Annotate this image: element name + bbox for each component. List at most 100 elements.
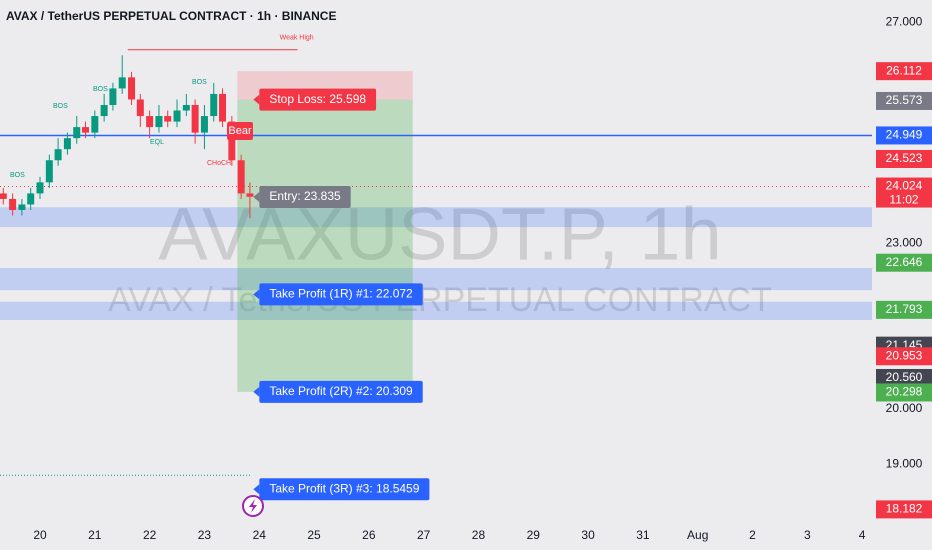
price-tag <box>876 300 932 319</box>
price-tag <box>876 347 932 366</box>
zone <box>0 207 872 228</box>
candle-body <box>73 127 81 139</box>
position-label-text: Entry: 23.835 <box>269 189 341 203</box>
y-tick-label: 27.000 <box>886 14 923 28</box>
plot-layer: AVAXUSDT.P, 1h AVAX / TetherUS PERPETUAL … <box>0 14 932 542</box>
price-tag-label: 20.560 <box>886 370 923 384</box>
position-label: Stop Loss: 25.598 <box>253 88 377 111</box>
annotation: EQL <box>150 139 164 146</box>
y-tick-label: 20.000 <box>886 401 923 415</box>
position-label: Entry: 23.835 <box>253 186 351 209</box>
candle-body <box>82 127 90 133</box>
alert-icon-bolt <box>249 499 257 513</box>
y-tick-label: 23.000 <box>886 235 923 249</box>
x-tick-label: 23 <box>198 528 212 542</box>
price-tag-label: 22.646 <box>886 255 923 269</box>
candle-body <box>173 110 181 122</box>
price-tag-label: 26.112 <box>886 63 922 77</box>
position-label-arrow <box>253 94 260 105</box>
candle-body <box>63 138 71 150</box>
position-label: Take Profit (3R) #3: 18.5459 <box>253 478 430 501</box>
price-tag <box>876 177 932 208</box>
y-tick-label: 19.000 <box>886 456 923 470</box>
candle-body <box>54 149 62 161</box>
price-tag <box>876 253 932 272</box>
annotation: CHoCH <box>207 160 231 167</box>
x-tick-label: 24 <box>253 528 267 542</box>
position-label-text: Take Profit (1R) #1: 22.072 <box>269 287 413 301</box>
candle-body <box>210 93 218 117</box>
reward-zone <box>237 99 413 392</box>
candle-body <box>182 104 190 111</box>
x-tick-label: 21 <box>88 528 102 542</box>
annotation: BOS <box>10 172 25 179</box>
position-label-text: Take Profit (3R) #3: 18.5459 <box>269 481 419 495</box>
weak-high-label: Weak High <box>280 35 314 42</box>
candle-body <box>155 116 163 128</box>
position-label-text: Stop Loss: 25.598 <box>269 92 366 106</box>
candle-body <box>191 104 199 133</box>
candle-body <box>164 116 172 122</box>
candle-body <box>9 198 17 210</box>
position-label: Take Profit (2R) #2: 20.309 <box>253 380 423 403</box>
candle-body <box>100 104 108 117</box>
price-tag-label: 21.793 <box>886 302 923 316</box>
position-label-arrow <box>253 192 260 203</box>
x-tick-label: 27 <box>417 528 431 542</box>
x-tick-label: 3 <box>804 528 811 542</box>
x-tick-label: 25 <box>307 528 321 542</box>
x-tick-label: 31 <box>636 528 650 542</box>
candle-body <box>246 193 254 197</box>
x-tick-label: 26 <box>362 528 376 542</box>
candle-body <box>219 93 227 122</box>
position-label-box <box>259 186 351 209</box>
annotation: Bear <box>228 125 252 137</box>
x-tick-label: 28 <box>472 528 486 542</box>
position-label-arrow <box>253 484 260 495</box>
x-tick-label: 4 <box>859 528 866 542</box>
annotation-box <box>227 122 253 140</box>
x-tick-label: Aug <box>687 528 708 542</box>
price-tag <box>876 126 932 145</box>
price-tag <box>876 500 932 519</box>
annotation: BOS <box>53 103 68 110</box>
watermark-subtitle: AVAX / TetherUS PERPETUAL CONTRACT <box>108 281 772 319</box>
x-tick-label: 30 <box>581 528 595 542</box>
position-label-arrow <box>253 289 260 300</box>
price-tag-label: 20.298 <box>886 385 923 399</box>
candle-body <box>128 77 136 100</box>
price-tag-label: 24.024 <box>886 179 923 193</box>
watermark: AVAXUSDT.P, 1h <box>158 193 722 276</box>
candle-body <box>228 121 236 161</box>
price-tag-label: 18.182 <box>886 502 923 516</box>
candle-body <box>200 116 208 133</box>
zone <box>0 268 872 291</box>
chart-title: AVAX / TetherUS PERPETUAL CONTRACT · 1h … <box>6 9 336 23</box>
x-tick-label: 29 <box>527 528 541 542</box>
position-label-arrow <box>253 386 260 397</box>
candle-body <box>0 193 7 199</box>
candle-body <box>146 116 154 128</box>
position-label-text: Take Profit (2R) #2: 20.309 <box>269 384 413 398</box>
price-tag <box>876 383 932 402</box>
candle-body <box>45 160 53 183</box>
annotation: BOS <box>192 79 207 86</box>
candle-body <box>36 182 44 194</box>
candle-body <box>109 88 117 105</box>
candle-body <box>27 193 35 205</box>
price-tag-label: 25.573 <box>886 93 923 107</box>
price-tag <box>876 368 932 387</box>
position-label-box <box>259 380 423 403</box>
candle-body <box>118 77 126 89</box>
price-tag <box>876 62 932 81</box>
price-tag-label: 24.949 <box>886 128 923 142</box>
price-tag <box>876 149 932 168</box>
position-label-box <box>259 478 430 501</box>
position-label-box <box>259 283 423 306</box>
x-tick-label: 20 <box>33 528 47 542</box>
price-tag-label: 24.523 <box>886 151 923 165</box>
candle-body <box>237 160 245 194</box>
